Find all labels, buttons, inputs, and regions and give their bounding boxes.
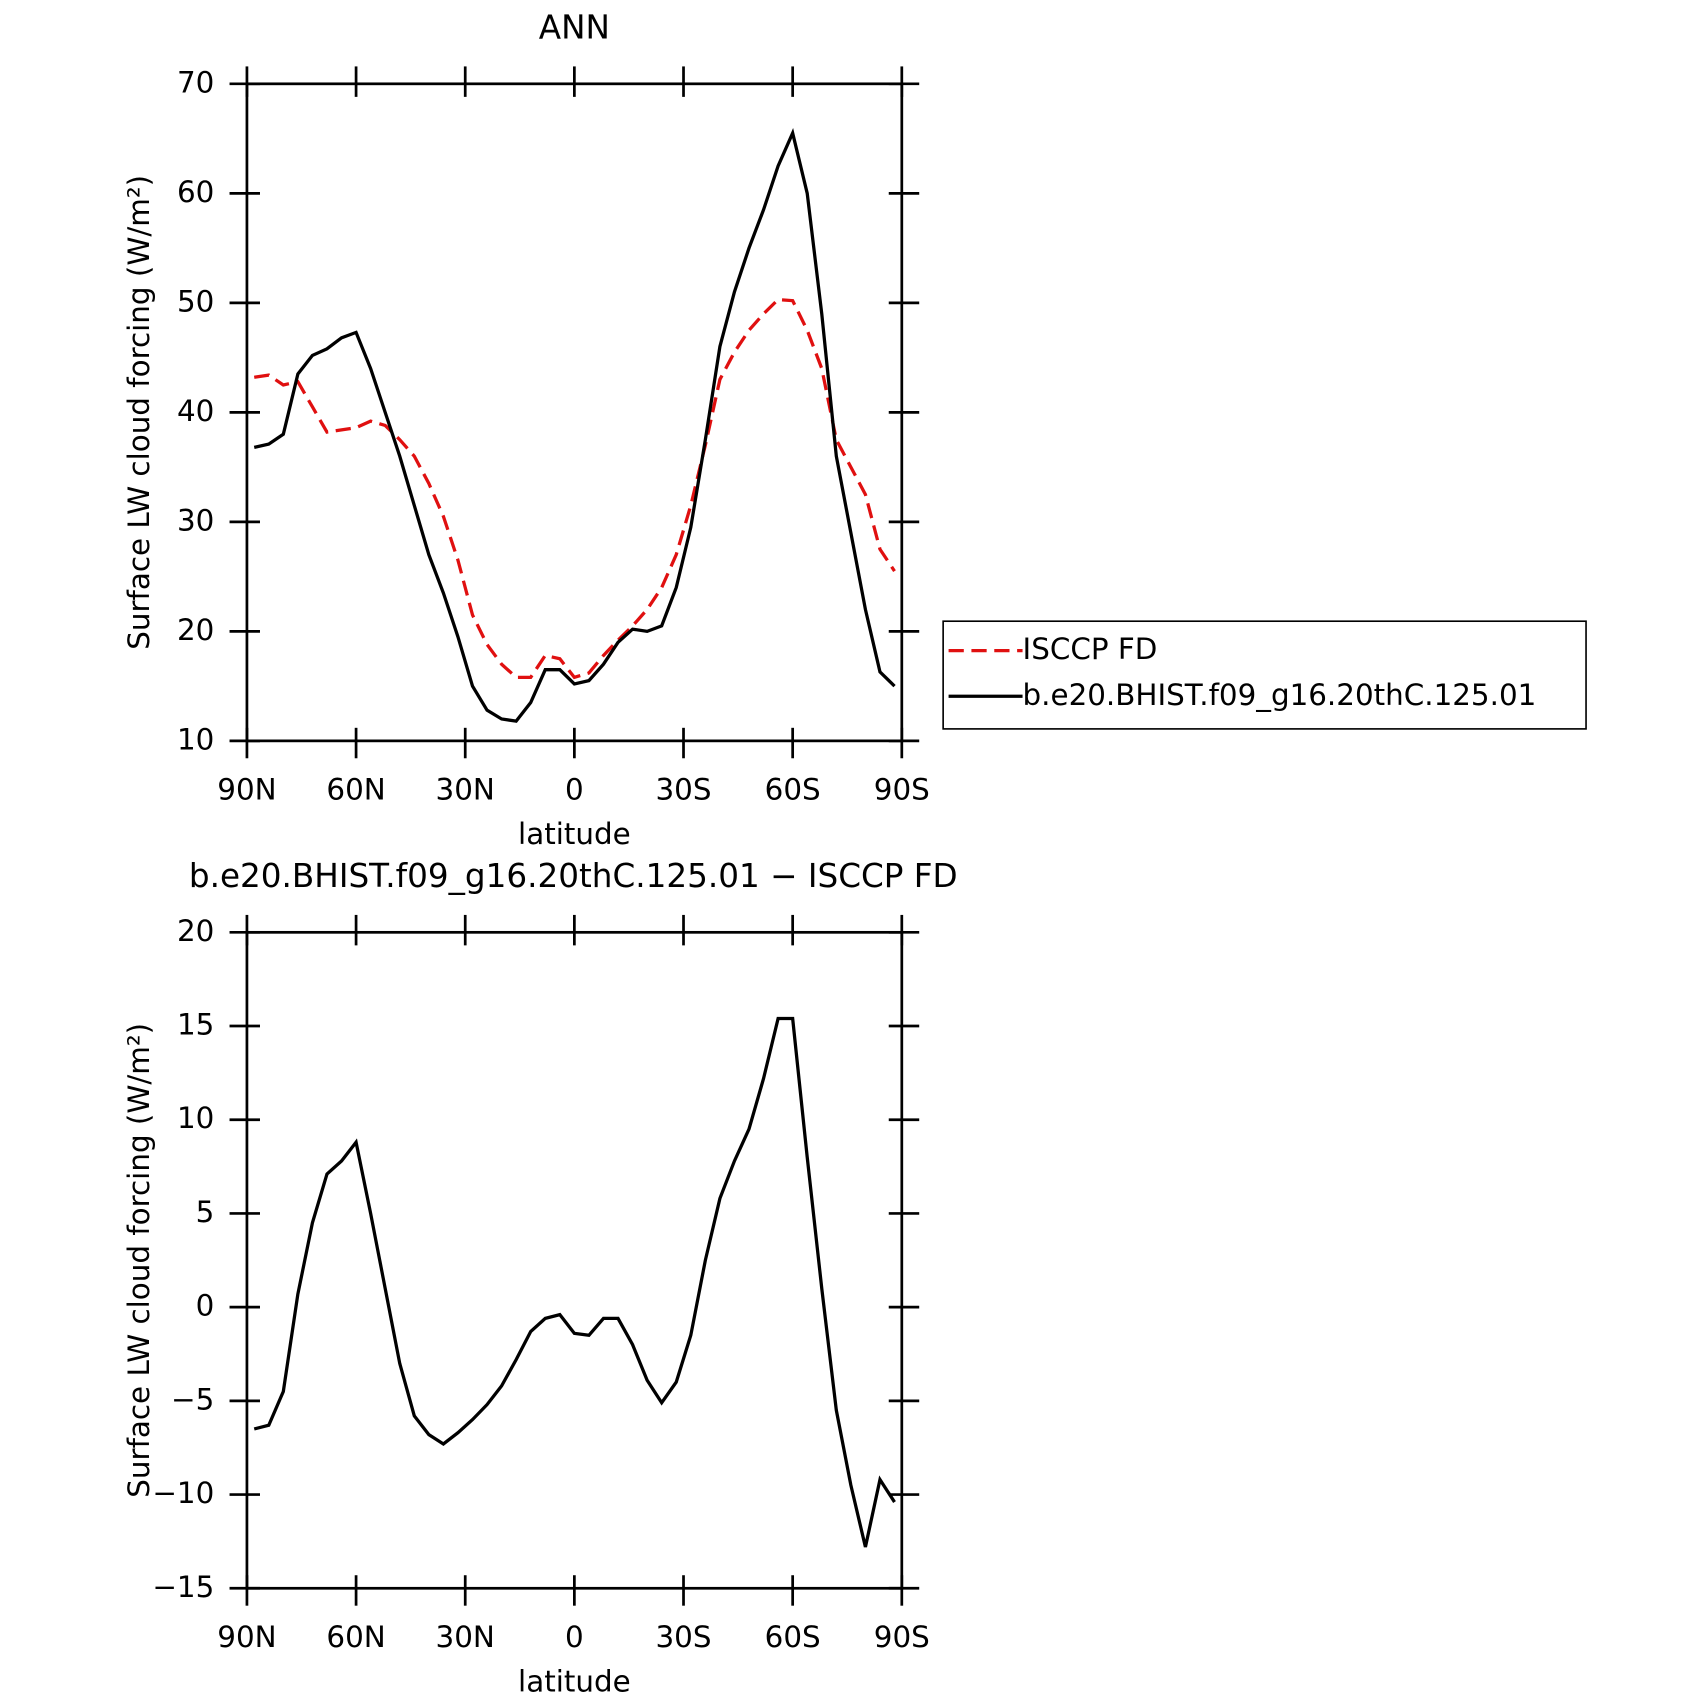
legend-label: b.e20.BHIST.f09_g16.20thC.125.01	[1023, 678, 1537, 712]
legend-label: ISCCP FD	[1023, 632, 1158, 666]
y-tick-label: 20	[177, 613, 214, 647]
data-line	[253, 1016, 896, 1548]
x-tick-label: 60S	[765, 1620, 821, 1654]
chart-title: ANN	[539, 8, 610, 46]
y-tick-label: 0	[196, 1289, 215, 1323]
y-tick-label: 20	[177, 914, 214, 948]
y-tick-label: 70	[177, 65, 214, 99]
x-axis-label: latitude	[518, 1664, 631, 1698]
y-tick-label: 5	[196, 1195, 215, 1229]
x-tick-label: 0	[565, 772, 584, 806]
x-tick-label: 30N	[436, 772, 495, 806]
y-tick-label: 40	[177, 394, 214, 428]
legend-box	[942, 620, 1587, 730]
x-tick-label: 0	[565, 1620, 584, 1654]
y-tick-label: 60	[177, 175, 214, 209]
x-tick-label: 90N	[217, 772, 276, 806]
x-tick-label: 30N	[436, 1620, 495, 1654]
y-tick-label: 15	[177, 1008, 214, 1042]
y-tick-label: −10	[152, 1476, 214, 1510]
x-tick-label: 30S	[656, 1620, 712, 1654]
x-tick-label: 30S	[656, 772, 712, 806]
x-tick-label: 90N	[217, 1620, 276, 1654]
x-tick-label: 60N	[326, 772, 385, 806]
y-tick-label: −15	[152, 1570, 214, 1604]
y-tick-label: 50	[177, 284, 214, 318]
data-line	[253, 297, 896, 680]
x-tick-label: 60N	[326, 1620, 385, 1654]
y-axis-label: Surface LW cloud forcing (W/m²)	[122, 175, 156, 650]
x-tick-label: 90S	[874, 772, 930, 806]
data-line	[253, 128, 896, 723]
chart-title: b.e20.BHIST.f09_g16.20thC.125.01 − ISCCP…	[189, 857, 958, 895]
x-tick-label: 90S	[874, 1620, 930, 1654]
y-tick-label: 10	[177, 722, 214, 756]
y-tick-label: 10	[177, 1101, 214, 1135]
x-axis-label: latitude	[518, 817, 631, 851]
plot-frame	[245, 930, 904, 1590]
y-axis-label: Surface LW cloud forcing (W/m²)	[122, 1023, 156, 1498]
y-tick-label: −5	[171, 1382, 214, 1416]
x-tick-label: 60S	[765, 772, 821, 806]
y-tick-label: 30	[177, 503, 214, 537]
